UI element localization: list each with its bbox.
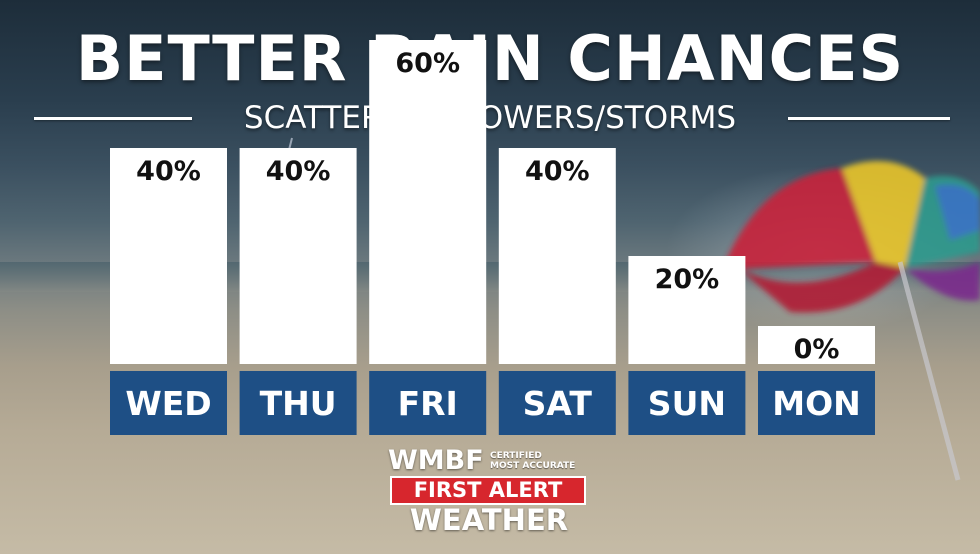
bar-wed <box>110 148 227 364</box>
bar-value-label-sat: 40% <box>525 156 590 187</box>
day-label-sun: SUN <box>648 384 726 423</box>
bar-value-label-mon: 0% <box>794 334 840 365</box>
subtitle-row: SCATTERED SHOWERS/STORMS <box>0 98 980 138</box>
day-label-wed: WED <box>125 384 211 423</box>
subtitle-rule-left <box>34 117 192 120</box>
bar-fri <box>369 40 487 364</box>
bar-mon <box>758 326 875 364</box>
bar-thu <box>239 148 357 364</box>
chart-subtitle: SCATTERED SHOWERS/STORMS <box>243 100 737 136</box>
logo-certified-text: CERTIFIED MOST ACCURATE <box>490 451 590 471</box>
day-label-thu: THU <box>260 384 337 423</box>
logo-weather-text: WEATHER <box>409 503 569 537</box>
day-label-box-fri <box>369 371 487 435</box>
bar-value-label-sun: 20% <box>655 264 720 295</box>
day-label-box-wed <box>110 371 227 435</box>
day-label-box-sat <box>498 371 616 435</box>
bar-value-label-fri: 60% <box>395 48 460 79</box>
logo-first-alert-badge: FIRST ALERT <box>390 476 586 505</box>
bar-sun <box>628 256 746 364</box>
logo-certified-line: CERTIFIED MOST ACCURATE <box>490 451 576 471</box>
bar-value-label-wed: 40% <box>136 156 201 187</box>
day-label-fri: FRI <box>398 384 458 423</box>
day-label-mon: MON <box>772 384 861 423</box>
logo-first-alert-text: FIRST ALERT <box>413 478 563 502</box>
day-label-box-mon <box>758 371 875 435</box>
chart-title: BETTER RAIN CHANCES <box>75 22 905 95</box>
bar-sat <box>498 148 616 364</box>
wmbf-first-alert-weather-logo: WMBF CERTIFIED MOST ACCURATE FIRST ALERT… <box>388 446 590 538</box>
subtitle-rule-right <box>788 117 950 120</box>
logo-station-name: WMBF <box>388 445 484 476</box>
day-label-sat: SAT <box>523 384 593 423</box>
bar-value-label-thu: 40% <box>266 156 331 187</box>
day-label-box-sun <box>628 371 746 435</box>
day-label-box-thu <box>239 371 357 435</box>
